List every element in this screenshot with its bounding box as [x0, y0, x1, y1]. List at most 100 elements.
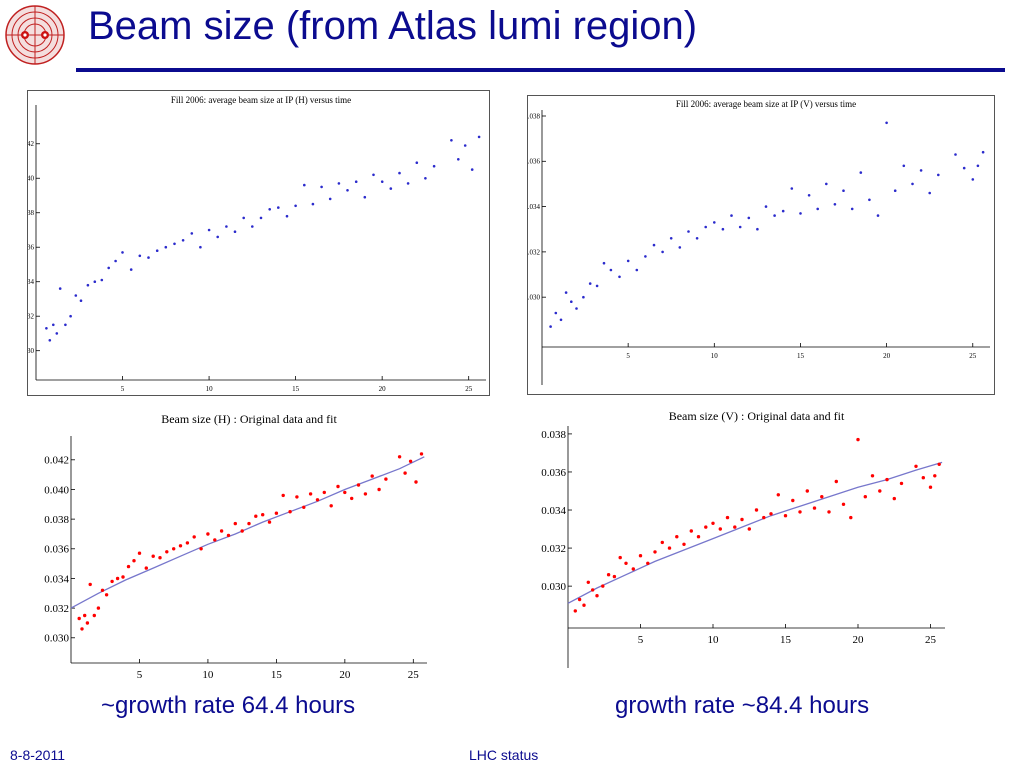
data-point: [178, 544, 183, 548]
data-point: [885, 121, 888, 125]
data-point: [609, 268, 613, 272]
data-point: [397, 455, 402, 459]
data-point: [151, 554, 155, 558]
caption-left: ~growth rate 64.4 hours: [101, 692, 356, 719]
data-point: [893, 189, 897, 192]
y-tick-label: 0.032: [541, 543, 566, 555]
data-point: [868, 198, 871, 202]
y-tick-label: 0.038: [28, 209, 35, 217]
data-point: [414, 480, 418, 484]
x-tick-label: 15: [271, 669, 283, 681]
data-point: [346, 189, 349, 192]
data-point: [549, 325, 552, 328]
x-tick-label: 10: [206, 385, 214, 393]
data-point: [126, 564, 131, 569]
data-point: [315, 498, 320, 502]
data-point: [669, 237, 673, 240]
data-point: [859, 171, 863, 174]
y-tick-label: 0.034: [541, 505, 566, 517]
data-point: [928, 485, 933, 489]
chart-v-fit: Beam size (V) : Original data and fit 0.0…: [527, 402, 952, 680]
data-point: [121, 575, 125, 579]
data-point: [259, 216, 263, 220]
data-point: [807, 194, 811, 197]
title-divider: [76, 68, 1005, 72]
data-point: [277, 206, 280, 209]
data-point: [261, 513, 265, 517]
data-point: [58, 287, 62, 290]
data-point: [308, 492, 313, 496]
chart-title: Beam size (H) : Original data and fit: [161, 412, 337, 426]
x-tick-label: 20: [339, 669, 351, 681]
data-point: [747, 527, 751, 531]
data-point: [928, 191, 931, 195]
data-point: [971, 178, 975, 181]
data-point: [311, 202, 315, 206]
data-point: [354, 180, 358, 183]
data-point: [398, 171, 401, 175]
data-point: [721, 227, 725, 231]
data-point: [207, 228, 211, 232]
data-point: [372, 173, 375, 177]
data-point: [689, 529, 693, 533]
data-point: [320, 185, 323, 189]
data-point: [138, 254, 142, 258]
data-point: [747, 216, 751, 220]
data-point: [776, 493, 780, 497]
data-point: [213, 538, 217, 542]
data-point: [100, 278, 104, 282]
data-point: [477, 135, 481, 139]
data-point: [377, 487, 381, 492]
data-point: [696, 535, 701, 539]
data-point: [754, 508, 759, 512]
data-point: [132, 559, 136, 563]
data-point: [601, 584, 605, 588]
data-point: [463, 144, 467, 147]
data-point: [52, 323, 55, 327]
slide-title: Beam size (from Atlas lumi region): [88, 4, 698, 48]
data-point: [281, 493, 285, 498]
data-point: [827, 510, 831, 514]
data-point: [638, 554, 643, 558]
data-point: [661, 250, 664, 254]
data-point: [769, 512, 773, 516]
data-point: [976, 164, 980, 168]
data-point: [704, 525, 708, 529]
data-point: [302, 505, 306, 509]
chart-h-versus-time: Fill 2006: average beam size at IP (H) v…: [27, 90, 490, 396]
data-point: [303, 183, 306, 187]
data-point: [870, 474, 875, 478]
data-point: [577, 597, 582, 602]
x-tick-label: 15: [797, 352, 805, 360]
data-point: [667, 546, 672, 550]
data-point: [687, 230, 690, 233]
data-point: [704, 225, 707, 229]
data-point: [406, 182, 410, 185]
data-point: [268, 208, 271, 211]
data-point: [606, 573, 611, 577]
x-tick-label: 5: [121, 385, 125, 393]
data-point: [790, 187, 794, 190]
y-tick-label: 0.034: [28, 278, 35, 286]
data-point: [962, 166, 966, 170]
data-point: [652, 243, 656, 247]
data-point: [773, 214, 776, 217]
y-tick-label: 0.038: [528, 112, 541, 120]
data-point: [711, 521, 715, 525]
data-point: [92, 613, 97, 618]
data-point: [267, 520, 272, 524]
data-point: [295, 495, 299, 499]
x-tick-label: 15: [292, 385, 300, 393]
data-point: [740, 517, 744, 522]
data-point: [799, 212, 802, 215]
data-point: [588, 282, 592, 285]
data-point: [285, 214, 289, 218]
data-point: [921, 476, 925, 480]
data-point: [618, 555, 622, 560]
y-tick-label: 0.040: [44, 484, 69, 496]
data-point: [384, 477, 388, 481]
chart-h-fit: Beam size (H) : Original data and fit 0.0…: [27, 408, 437, 682]
data-point: [816, 207, 819, 211]
data-point: [165, 550, 169, 554]
fit-line: [70, 456, 425, 609]
